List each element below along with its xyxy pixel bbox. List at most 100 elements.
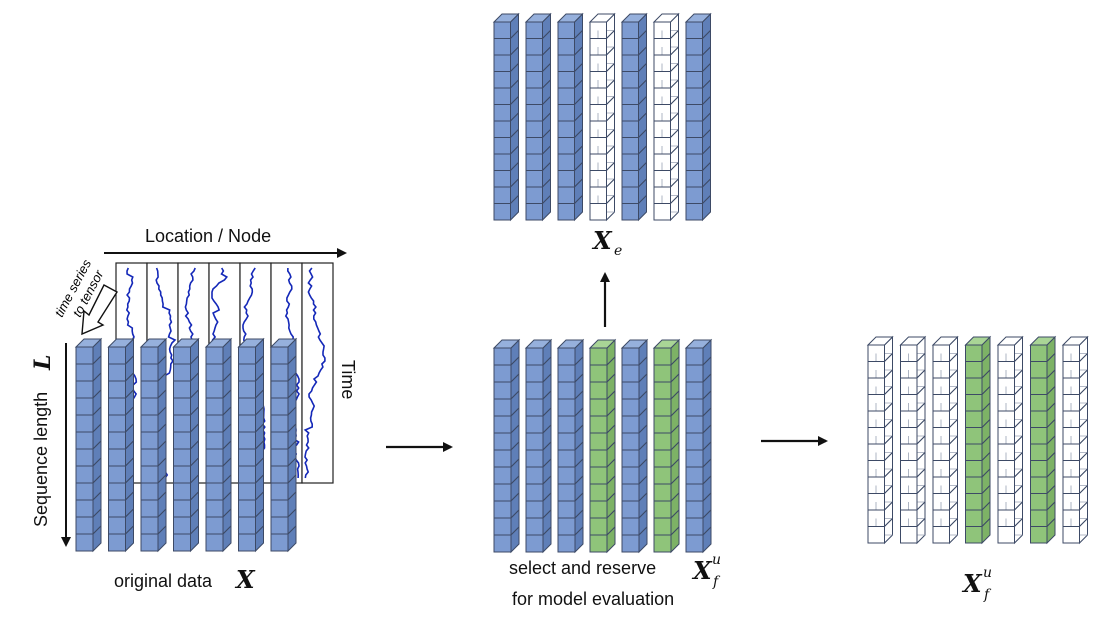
- cube-front: [238, 346, 256, 365]
- cube-front: [685, 517, 704, 536]
- cube-front: [493, 483, 512, 502]
- xf-var: X: [691, 556, 713, 585]
- cube-front: [173, 363, 191, 382]
- cube-front: [965, 460, 983, 478]
- tensor-column-4: [964, 335, 992, 545]
- cube-front: [965, 394, 983, 412]
- cube-front: [589, 364, 608, 383]
- cube-front: [653, 466, 672, 485]
- tensor-column-7: [269, 337, 298, 553]
- cube-front: [525, 54, 543, 72]
- cube-front: [108, 414, 126, 433]
- xf-sup: u: [712, 552, 721, 568]
- selected-tensor: [492, 338, 713, 554]
- tensor-column-2: [899, 335, 927, 545]
- final-sup: u: [983, 565, 992, 581]
- cube-front: [557, 186, 575, 204]
- cube-front: [140, 380, 159, 399]
- cube-front: [173, 465, 191, 484]
- cube-front: [1030, 361, 1048, 379]
- cube-front: [525, 534, 544, 553]
- cube-front: [525, 71, 543, 89]
- cube-top: [588, 339, 617, 349]
- cube-front: [589, 432, 608, 451]
- cube-front: [205, 448, 224, 467]
- cube-front: [75, 363, 94, 382]
- cube-front: [557, 432, 576, 451]
- cube-front: [685, 104, 703, 122]
- cube-front: [1030, 410, 1048, 428]
- cube-front: [270, 482, 289, 501]
- cube-top: [204, 338, 233, 348]
- xf-tensor: [866, 335, 1089, 545]
- cube-front: [108, 482, 126, 501]
- cube-front: [173, 397, 191, 416]
- cube-front: [108, 363, 126, 382]
- select-line1: select and reserve: [509, 558, 656, 578]
- cube-front: [493, 21, 511, 39]
- cube-top: [269, 338, 298, 348]
- cube-front: [173, 533, 191, 552]
- cube-front: [525, 38, 543, 56]
- cube-front: [621, 186, 639, 204]
- cube-front: [75, 346, 94, 365]
- cube-front: [493, 87, 511, 105]
- cube-front: [621, 87, 639, 105]
- cube-front: [557, 449, 576, 468]
- cube-front: [238, 363, 256, 382]
- cube-front: [685, 54, 703, 72]
- cube-front: [140, 346, 159, 365]
- cube-front: [525, 483, 544, 502]
- cube-front: [238, 516, 256, 535]
- cube-front: [557, 415, 576, 434]
- cube-front: [525, 517, 544, 536]
- cube-front: [685, 534, 704, 553]
- cube-front: [1030, 460, 1048, 478]
- tensor-column-6: [652, 12, 680, 222]
- cube-front: [621, 203, 639, 221]
- cube-top: [588, 13, 616, 23]
- cube-front: [685, 432, 704, 451]
- select-line2: for model evaluation: [512, 589, 674, 609]
- cube-front: [270, 465, 289, 484]
- tensor-column-4: [588, 338, 617, 554]
- cube-front: [557, 203, 575, 221]
- cube-front: [205, 346, 224, 365]
- cube-front: [1030, 476, 1048, 494]
- cube-front: [685, 449, 704, 468]
- cube-front: [493, 381, 512, 400]
- cube-front: [238, 499, 256, 518]
- cube-front: [205, 397, 224, 416]
- cube-top: [107, 338, 135, 348]
- cube-front: [1030, 509, 1048, 527]
- cube-front: [173, 380, 191, 399]
- tensor-column-5: [204, 337, 233, 553]
- cube-front: [493, 71, 511, 89]
- cube-front: [140, 414, 159, 433]
- cube-front: [1030, 427, 1048, 445]
- cube-front: [685, 71, 703, 89]
- cube-top: [996, 336, 1024, 346]
- cube-front: [557, 38, 575, 56]
- cube-front: [493, 170, 511, 188]
- cube-front: [557, 517, 576, 536]
- cube-front: [621, 104, 639, 122]
- cube-front: [173, 448, 191, 467]
- tensor-column-4: [588, 12, 616, 222]
- cube-front: [270, 414, 289, 433]
- cube-front: [965, 443, 983, 461]
- cube-front: [525, 87, 543, 105]
- cube-front: [589, 483, 608, 502]
- cube-front: [1030, 443, 1048, 461]
- cube-front: [525, 203, 543, 221]
- tensor-column-4: [172, 337, 200, 553]
- cube-front: [557, 104, 575, 122]
- tensor-column-6: [237, 337, 265, 553]
- cube-front: [173, 431, 191, 450]
- cube-front: [653, 381, 672, 400]
- cube-front: [685, 466, 704, 485]
- cube-front: [557, 364, 576, 383]
- cube-front: [238, 465, 256, 484]
- cube-front: [205, 465, 224, 484]
- cube-front: [965, 361, 983, 379]
